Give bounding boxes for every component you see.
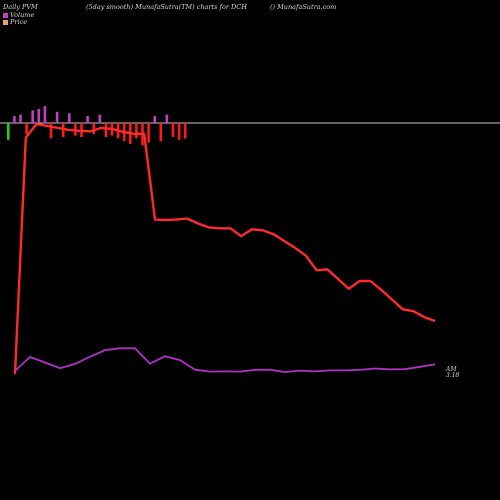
histogram-bar [171, 123, 175, 137]
histogram-bar [104, 123, 108, 137]
end-label-bottom: 3.18 [446, 372, 460, 379]
histogram-bar [153, 116, 156, 123]
legend-volume: Volume [3, 11, 34, 19]
histogram-bar [147, 123, 150, 143]
histogram-bar [31, 110, 34, 123]
histogram-bar [165, 114, 169, 123]
histogram-bar [159, 123, 163, 142]
histogram-bar [43, 106, 47, 123]
header-right-title: () MunafaSutra.com [270, 3, 337, 11]
histogram-bar [25, 123, 28, 135]
header-left-title: Daily PVM [3, 3, 38, 11]
price-line [13, 122, 436, 375]
histogram-bar [86, 116, 89, 123]
histogram-bar [37, 109, 41, 123]
histogram-bar [135, 123, 138, 139]
histogram-bar [177, 123, 181, 140]
histogram-bar [49, 123, 53, 139]
histogram-bar [68, 113, 71, 123]
legend-volume-label: Volume [10, 11, 35, 19]
legend-price-label: Price [10, 18, 28, 26]
histogram-bar [92, 123, 95, 135]
histogram-bar [98, 114, 102, 123]
histogram-bar [55, 111, 59, 123]
histogram-bar [13, 116, 16, 123]
histogram-bar [19, 114, 22, 123]
legend-volume-swatch [3, 12, 8, 18]
histogram-bar [7, 123, 10, 140]
legend-price-swatch [3, 19, 8, 25]
histogram-bar [183, 123, 187, 139]
legend-price: Price [3, 18, 27, 26]
end-label-top: AM [446, 366, 457, 373]
volume-line [14, 347, 436, 373]
header-center-title: (5day smooth) MunafaSutra(TM) charts for… [86, 3, 247, 11]
